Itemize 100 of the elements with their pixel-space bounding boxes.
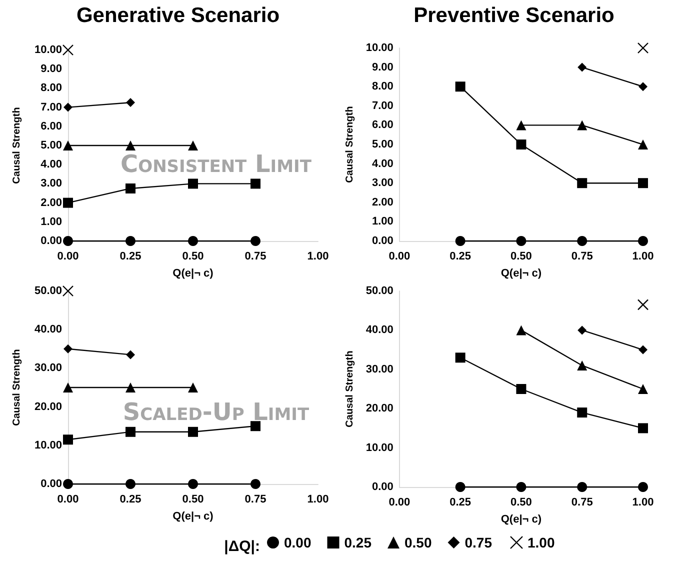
y-tick-label: 7.00 bbox=[40, 101, 62, 114]
x-axis-title: Q(e|¬ c) bbox=[500, 514, 542, 526]
x-tick-label: 0.25 bbox=[120, 494, 142, 506]
x-tick-label: 0.50 bbox=[182, 494, 204, 506]
point bbox=[126, 479, 136, 489]
y-tick-label: 40.00 bbox=[34, 324, 62, 336]
x-tick-label: 0.50 bbox=[182, 250, 204, 262]
point bbox=[250, 479, 260, 489]
y-tick-label: 5.00 bbox=[372, 138, 394, 150]
y-tick-label: 6.00 bbox=[40, 120, 62, 132]
point bbox=[578, 326, 587, 335]
y-tick-label: 0.00 bbox=[372, 235, 394, 247]
point bbox=[577, 408, 588, 418]
legend-label: 1.00 bbox=[527, 534, 555, 550]
x-tick-label: 0.00 bbox=[57, 494, 79, 506]
y-tick-label: 0.00 bbox=[40, 235, 62, 247]
x-axis-title: Q(e|¬ c) bbox=[172, 510, 214, 522]
point bbox=[577, 120, 588, 130]
x-tick-label: 0.25 bbox=[450, 496, 472, 508]
point bbox=[126, 236, 136, 246]
y-tick-label: 10.00 bbox=[366, 442, 394, 454]
point bbox=[637, 299, 649, 310]
x-tick-label: 0.00 bbox=[388, 496, 410, 508]
point bbox=[455, 236, 466, 246]
point bbox=[126, 98, 135, 108]
point bbox=[638, 236, 648, 246]
point bbox=[63, 198, 73, 208]
point bbox=[63, 382, 73, 392]
x-tick-label: 1.00 bbox=[307, 250, 329, 262]
point bbox=[638, 82, 648, 92]
point bbox=[638, 178, 648, 188]
point bbox=[64, 344, 72, 354]
point bbox=[577, 360, 588, 370]
point bbox=[250, 236, 260, 246]
point bbox=[578, 62, 587, 72]
point bbox=[250, 178, 260, 189]
point bbox=[63, 140, 73, 150]
point bbox=[516, 384, 526, 394]
y-tick-label: 50.00 bbox=[34, 285, 62, 297]
y-tick-label: 1.00 bbox=[40, 216, 62, 228]
legend-label: 0.25 bbox=[344, 534, 372, 550]
x-tick-label: 1.00 bbox=[307, 494, 329, 506]
point bbox=[455, 352, 466, 363]
y-tick-label: 8.00 bbox=[40, 82, 62, 94]
y-tick-label: 4.00 bbox=[372, 158, 394, 170]
point bbox=[516, 140, 526, 150]
point bbox=[577, 178, 588, 188]
point bbox=[250, 421, 260, 432]
point bbox=[62, 285, 74, 297]
x-axis-title: Q(e|¬ c) bbox=[500, 268, 542, 280]
y-tick-label: 7.00 bbox=[372, 100, 394, 112]
y-tick-label: 20.00 bbox=[34, 400, 62, 413]
x-tick-label: 0.75 bbox=[571, 250, 593, 262]
point bbox=[638, 140, 648, 150]
y-axis-title: Causal Strength bbox=[12, 349, 22, 426]
point bbox=[63, 236, 73, 246]
point bbox=[188, 236, 198, 246]
annotation: Scaled-Up Limit bbox=[122, 398, 310, 426]
point bbox=[62, 44, 74, 56]
x-tick-label: 0.25 bbox=[450, 250, 472, 262]
y-tick-label: 2.00 bbox=[40, 196, 62, 209]
point bbox=[638, 482, 648, 492]
y-tick-label: 9.00 bbox=[372, 61, 394, 74]
y-tick-label: 2.00 bbox=[372, 196, 394, 208]
legend-label: 0.00 bbox=[284, 534, 312, 550]
y-tick-label: 10.00 bbox=[34, 439, 62, 452]
point bbox=[188, 479, 198, 489]
y-tick-label: 30.00 bbox=[34, 362, 62, 374]
y-tick-label: 5.00 bbox=[40, 140, 62, 152]
point bbox=[63, 434, 73, 445]
y-axis-title: Causal Strength bbox=[344, 106, 356, 183]
point bbox=[188, 140, 198, 150]
y-axis-title: Causal Strength bbox=[12, 107, 22, 184]
y-tick-label: 40.00 bbox=[366, 324, 394, 336]
y-tick-label: 3.00 bbox=[372, 177, 394, 190]
point bbox=[516, 325, 526, 336]
point bbox=[188, 426, 198, 437]
point bbox=[516, 120, 526, 130]
legend-label: 0.50 bbox=[404, 534, 432, 550]
y-tick-label: 1.00 bbox=[372, 216, 394, 228]
point bbox=[63, 479, 73, 489]
y-tick-label: 10.00 bbox=[34, 44, 62, 56]
point bbox=[126, 426, 136, 437]
x-axis-title: Q(e|¬ c) bbox=[172, 268, 214, 280]
y-tick-label: 50.00 bbox=[366, 285, 394, 297]
y-tick-label: 0.00 bbox=[372, 481, 394, 493]
x-tick-label: 0.25 bbox=[120, 250, 142, 262]
chart-title: Generative Scenario bbox=[76, 4, 280, 27]
point bbox=[638, 423, 648, 434]
legend-label: 0.75 bbox=[464, 534, 492, 550]
y-tick-label: 10.00 bbox=[366, 42, 394, 54]
chart-title: Preventive Scenario bbox=[414, 4, 614, 27]
x-tick-label: 1.00 bbox=[632, 250, 654, 262]
x-tick-label: 0.50 bbox=[510, 250, 532, 262]
point bbox=[637, 42, 649, 54]
y-tick-label: 30.00 bbox=[366, 363, 394, 376]
point bbox=[516, 236, 526, 246]
point bbox=[455, 482, 466, 492]
point bbox=[516, 482, 526, 492]
y-tick-label: 6.00 bbox=[372, 119, 394, 132]
